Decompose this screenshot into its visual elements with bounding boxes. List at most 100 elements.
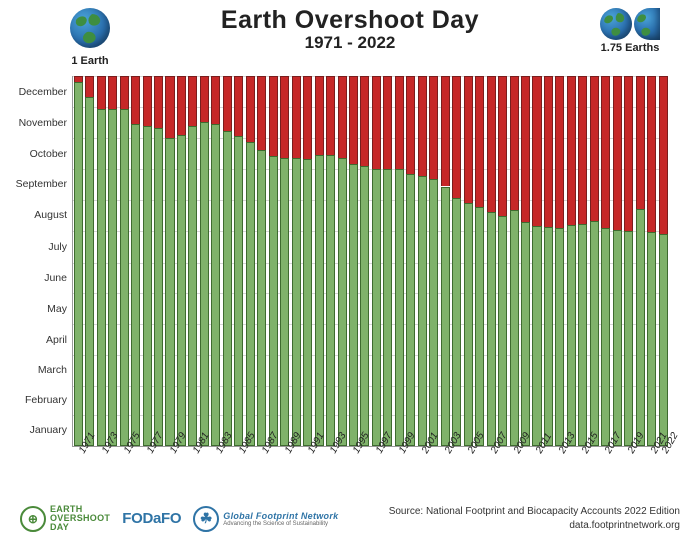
bar-green-segment	[613, 230, 622, 446]
earth-right-label: 1.75 Earths	[600, 42, 660, 54]
bar-red-segment	[154, 76, 163, 128]
bar-red-segment	[555, 76, 564, 228]
logo-eod-line3: DAY	[50, 522, 69, 532]
earth-left-group: 1 Earth	[70, 8, 110, 67]
bar-green-segment	[464, 203, 473, 446]
footer: ⊕ EARTH OVERSHOOT DAY FODaFO ☘ Global Fo…	[20, 505, 680, 532]
bar-red-segment	[165, 76, 174, 138]
bar-green-segment	[567, 225, 576, 446]
bar-1981	[188, 76, 198, 446]
bar-green-segment	[647, 232, 656, 446]
earth-left-label: 1 Earth	[70, 55, 110, 67]
y-axis-month-label: September	[16, 178, 73, 190]
globe-icon	[70, 8, 110, 48]
bar-2005	[463, 76, 473, 446]
bar-green-segment	[154, 128, 163, 446]
bar-1999	[394, 76, 404, 446]
bar-green-segment	[441, 187, 450, 447]
bar-red-segment	[441, 76, 450, 186]
bar-green-segment	[188, 126, 197, 446]
logo-gfn: ☘ Global Footprint Network Advancing the…	[193, 506, 338, 532]
bar-2009	[509, 76, 519, 446]
bar-red-segment	[85, 76, 94, 97]
bar-green-segment	[315, 155, 324, 446]
bar-red-segment	[659, 76, 668, 234]
y-axis-month-label: October	[30, 148, 73, 160]
bar-2002	[429, 76, 439, 446]
bar-red-segment	[97, 76, 106, 109]
bar-red-segment	[636, 76, 645, 209]
bar-red-segment	[395, 76, 404, 169]
eod-icon: ⊕	[20, 506, 46, 532]
bar-green-segment	[234, 136, 243, 446]
bar-red-segment	[372, 76, 381, 169]
bar-green-segment	[223, 131, 232, 446]
bar-2019	[624, 76, 634, 446]
bar-red-segment	[338, 76, 347, 158]
bar-1976	[130, 76, 140, 446]
bar-green-segment	[143, 126, 152, 446]
bar-red-segment	[269, 76, 278, 156]
bar-red-segment	[234, 76, 243, 136]
bar-green-segment	[452, 198, 461, 446]
bar-1985	[234, 76, 244, 446]
bar-2007	[486, 76, 496, 446]
bar-1989	[279, 76, 289, 446]
bar-2008	[497, 76, 507, 446]
y-axis-month-label: November	[19, 117, 73, 129]
bar-red-segment	[624, 76, 633, 231]
bar-2020	[635, 76, 645, 446]
bar-green-segment	[338, 158, 347, 446]
bar-green-segment	[269, 156, 278, 446]
bar-green-segment	[555, 228, 564, 446]
bar-green-segment	[498, 216, 507, 446]
bar-green-segment	[590, 221, 599, 446]
bar-1990	[291, 76, 301, 446]
bar-red-segment	[647, 76, 656, 232]
globe-icon	[600, 8, 632, 40]
bar-1987	[257, 76, 267, 446]
bar-green-segment	[303, 159, 312, 446]
bar-red-segment	[223, 76, 232, 131]
bar-red-segment	[567, 76, 576, 225]
bar-2011	[532, 76, 542, 446]
bar-2014	[566, 76, 576, 446]
bar-green-segment	[349, 164, 358, 446]
bar-red-segment	[601, 76, 610, 228]
x-axis-labels: 1971197319751977197919811983198519871989…	[73, 446, 668, 486]
bar-2001	[417, 76, 427, 446]
bar-red-segment	[429, 76, 438, 179]
logo-gfn-text: Global Footprint Network	[223, 511, 338, 521]
bar-green-segment	[383, 169, 392, 446]
bar-red-segment	[360, 76, 369, 166]
source-line1: Source: National Footprint and Biocapaci…	[389, 505, 680, 519]
bar-2006	[474, 76, 484, 446]
bar-2022	[658, 76, 668, 446]
page-root: Earth Overshoot Day 1971 - 2022 1 Earth	[0, 0, 700, 540]
bar-2000	[406, 76, 416, 446]
bar-red-segment	[177, 76, 186, 135]
bar-green-segment	[177, 135, 186, 446]
bar-red-segment	[487, 76, 496, 212]
bar-green-segment	[120, 109, 129, 446]
bar-red-segment	[406, 76, 415, 174]
bar-1992	[314, 76, 324, 446]
bar-green-segment	[257, 150, 266, 446]
logo-eod: ⊕ EARTH OVERSHOOT DAY	[20, 505, 110, 532]
bar-red-segment	[613, 76, 622, 230]
bar-green-segment	[429, 179, 438, 446]
bar-green-segment	[659, 234, 668, 446]
bar-2010	[520, 76, 530, 446]
y-axis-month-label: February	[25, 394, 73, 406]
bar-1982	[199, 76, 209, 446]
bar-1994	[337, 76, 347, 446]
bar-green-segment	[532, 226, 541, 446]
bar-1971	[73, 76, 83, 446]
bar-1973	[96, 76, 106, 446]
bar-green-segment	[85, 97, 94, 446]
bar-green-segment	[292, 158, 301, 446]
bar-green-segment	[601, 228, 610, 446]
bar-green-segment	[280, 158, 289, 446]
bar-2018	[612, 76, 622, 446]
bar-red-segment	[315, 76, 324, 155]
